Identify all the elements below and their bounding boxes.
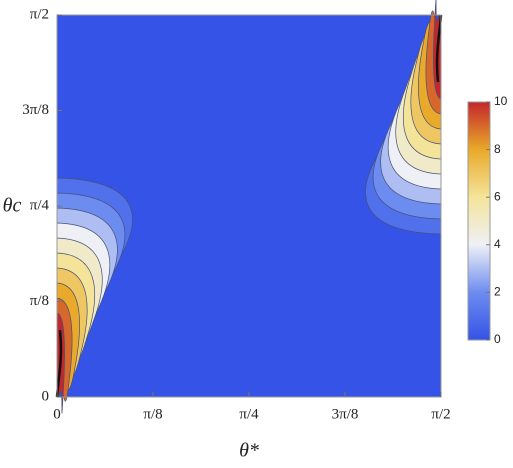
y-tick-label: 0 (42, 388, 50, 404)
colorbar-tick-label: 4 (494, 237, 501, 251)
y-tick-label: π/8 (30, 293, 49, 309)
colorbar-tick-label: 6 (494, 189, 501, 203)
x-tick-label: π/2 (431, 406, 450, 422)
x-axis-label: θ* (239, 440, 259, 462)
x-tick-label: 0 (53, 406, 61, 422)
contours (55, 0, 443, 414)
y-tick-label: π/4 (30, 197, 50, 213)
x-tick-label: π/4 (239, 406, 259, 422)
colorbar-tick-label: 10 (494, 94, 508, 108)
colorbar-tick-label: 0 (494, 332, 501, 346)
x-tick-label: 3π/8 (332, 406, 359, 422)
y-tick-label: 3π/8 (22, 102, 49, 118)
y-tick-label: π/2 (30, 6, 49, 22)
contour-lobe (55, 177, 133, 414)
colorbar-tick-label: 2 (494, 285, 501, 299)
colorbar-tick-label: 8 (494, 142, 501, 156)
x-tick-label: π/8 (143, 406, 162, 422)
contour-lobe (365, 0, 443, 235)
colorbar (467, 101, 491, 341)
y-axis-label: θc (3, 195, 22, 217)
